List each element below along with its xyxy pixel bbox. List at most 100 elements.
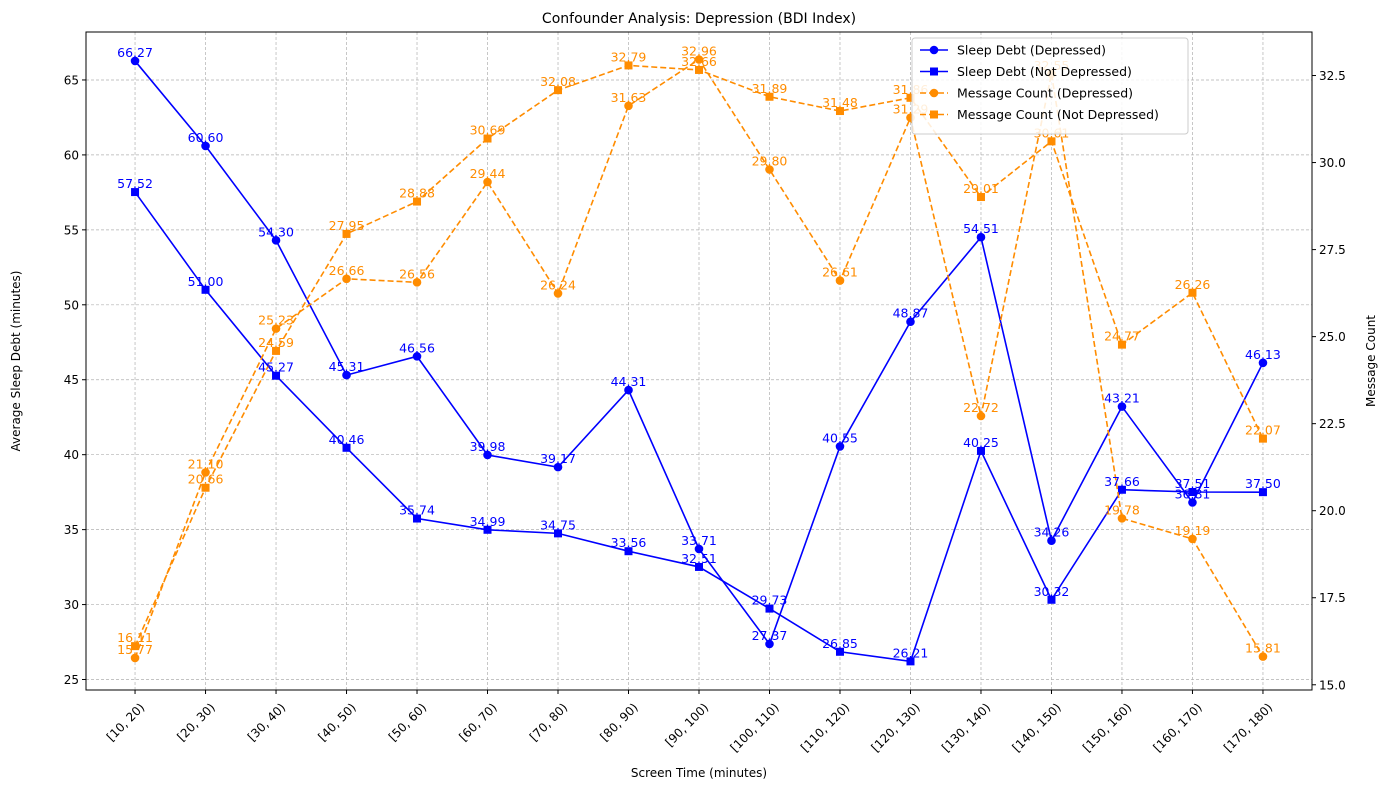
data-label: 27.95 — [329, 218, 365, 233]
data-label: 48.87 — [893, 306, 929, 321]
x-axis-title: Screen Time (minutes) — [631, 766, 767, 780]
data-label: 44.31 — [611, 374, 647, 389]
square-marker — [624, 547, 633, 556]
right-y-tick-label: 30.0 — [1319, 156, 1346, 170]
left-y-axis-title: Average Sleep Debt (minutes) — [9, 271, 23, 452]
circle-marker — [1188, 534, 1197, 544]
right-y-tick-label: 22.5 — [1319, 417, 1346, 431]
data-label: 20.66 — [188, 472, 224, 487]
data-label: 34.99 — [470, 514, 506, 529]
square-marker — [1188, 288, 1197, 297]
circle-marker — [483, 177, 492, 187]
square-marker — [201, 285, 210, 294]
data-label: 32.66 — [681, 54, 717, 69]
square-marker — [1188, 488, 1197, 497]
data-label: 26.66 — [329, 263, 365, 278]
legend-item: Message Count (Not Depressed) — [920, 107, 1159, 122]
circle-marker — [271, 324, 281, 333]
circle-marker — [624, 385, 633, 395]
data-label: 15.81 — [1245, 641, 1281, 656]
data-label: 28.88 — [399, 186, 435, 201]
data-label: 46.56 — [399, 340, 435, 355]
left-y-tick-label: 65 — [64, 73, 79, 87]
data-label: 32.51 — [681, 551, 717, 566]
data-label: 31.63 — [611, 90, 647, 105]
series-3 — [131, 61, 1267, 651]
data-label: 22.07 — [1245, 423, 1281, 438]
data-label: 29.80 — [752, 154, 788, 169]
square-marker — [413, 197, 422, 206]
data-label: 22.72 — [963, 400, 999, 415]
data-label: 66.27 — [117, 45, 153, 60]
square-marker — [554, 86, 563, 95]
right-y-tick-label: 32.5 — [1319, 69, 1346, 83]
right-y-tick-label: 27.5 — [1319, 243, 1346, 257]
square-marker — [976, 446, 985, 455]
data-label: 39.98 — [470, 439, 506, 454]
left-y-tick-label: 55 — [64, 223, 79, 237]
series-layer — [130, 55, 1268, 666]
left-y-axis: 25 30 35 40 45 50 55 60 65 — [64, 73, 86, 687]
circle-marker — [765, 639, 774, 649]
square-marker — [201, 483, 210, 492]
data-label: 30.69 — [470, 123, 506, 138]
circle-marker — [694, 55, 704, 64]
legend-circle-marker — [929, 45, 939, 55]
data-label: 26.85 — [822, 636, 858, 651]
square-marker — [695, 65, 703, 74]
data-labels-layer: 66.27 60.60 54.30 45.31 46.56 39.98 39.17 44.31… — [117, 44, 1281, 661]
square-marker — [695, 562, 703, 571]
legend-square-marker — [930, 67, 938, 76]
circle-marker — [201, 141, 210, 151]
circle-marker — [412, 278, 422, 287]
circle-marker — [342, 274, 351, 284]
square-marker — [1258, 488, 1267, 497]
square-marker — [342, 229, 351, 238]
data-label: 26.21 — [893, 645, 929, 660]
circle-marker — [835, 442, 845, 451]
legend: Sleep Debt (Depressed) Sleep Debt (Not De… — [911, 37, 1189, 135]
data-label: 40.25 — [963, 435, 999, 450]
left-y-tick-label: 40 — [64, 448, 79, 462]
circle-marker — [1047, 536, 1056, 546]
square-marker — [906, 657, 915, 666]
data-label: 43.21 — [1104, 391, 1140, 406]
square-marker — [976, 193, 985, 202]
data-label: 35.74 — [399, 503, 435, 518]
data-label: 30.32 — [1034, 584, 1070, 599]
circle-marker — [1117, 514, 1127, 523]
data-label: 29.73 — [752, 593, 788, 608]
square-marker — [1117, 485, 1126, 494]
legend-item: Sleep Debt (Not Depressed) — [920, 64, 1132, 79]
square-marker — [554, 529, 563, 538]
circle-marker — [1258, 358, 1268, 368]
legend-box — [911, 37, 1189, 135]
left-y-tick-label: 25 — [64, 673, 79, 687]
square-marker — [1258, 434, 1267, 443]
square-marker — [131, 642, 140, 651]
circle-marker — [1117, 402, 1127, 411]
data-label: 32.79 — [611, 49, 647, 64]
left-y-tick-label: 35 — [64, 523, 79, 537]
legend-label: Sleep Debt (Depressed) — [957, 43, 1106, 58]
circle-marker — [201, 468, 210, 477]
legend-item: Sleep Debt (Depressed) — [920, 43, 1106, 58]
circle-marker — [694, 544, 704, 554]
data-label: 32.08 — [540, 74, 576, 89]
data-label: 15.77 — [117, 642, 153, 657]
square-marker — [906, 93, 915, 102]
circle-marker — [130, 56, 140, 66]
circle-marker — [835, 276, 845, 285]
data-label: 46.13 — [1245, 347, 1281, 362]
square-marker — [765, 604, 774, 613]
legend-circle-marker — [929, 88, 939, 98]
square-marker — [1047, 595, 1056, 604]
series-1 — [131, 188, 1267, 666]
data-label: 36.81 — [1175, 486, 1211, 501]
circle-marker — [553, 462, 563, 472]
data-label: 24.77 — [1104, 329, 1140, 344]
right-y-tick-label: 17.5 — [1319, 591, 1346, 605]
circle-marker — [976, 232, 986, 242]
square-marker — [835, 107, 844, 116]
